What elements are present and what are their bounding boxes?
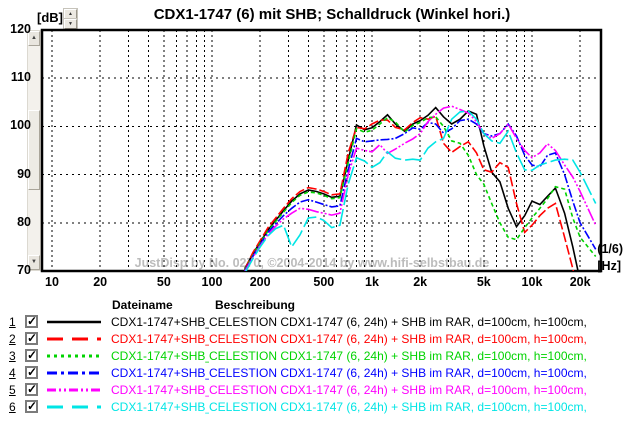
x-tick-label: 10k [521, 275, 543, 289]
x-tick-label: 500 [313, 275, 335, 289]
scrollbar-thumb[interactable] [28, 110, 40, 190]
smoothing-label: (1/6) [597, 242, 623, 256]
legend-description: CELESTION CDX1-1747 (6, 24h) + SHB im RA… [209, 365, 587, 380]
legend-line-sample [47, 405, 101, 408]
legend-filename: CDX1-1747+SHB_ [111, 382, 209, 397]
legend-filename: CDX1-1747+SHB_ [111, 399, 209, 414]
vertical-scrollbar[interactable]: ▲ ▼ [27, 30, 41, 271]
legend-row-number[interactable]: 2 [9, 331, 16, 346]
legend-line-sample [47, 320, 101, 323]
x-tick-label: 100 [201, 275, 223, 289]
y-tick-label: 70 [17, 263, 31, 277]
legend-table: Dateiname Beschreibung 1 ✓ CDX1-1747+SHB… [0, 296, 624, 421]
spin-down-button[interactable]: ▼ [64, 19, 77, 29]
legend-line-sample [47, 371, 101, 374]
legend-row-number[interactable]: 4 [9, 365, 16, 380]
x-tick-label: 1k [365, 275, 379, 289]
scrollbar-track[interactable] [28, 46, 40, 255]
legend-checkbox[interactable]: ✓ [25, 366, 38, 379]
legend-row: 1 ✓ CDX1-1747+SHB_ CELESTION CDX1-1747 (… [0, 313, 624, 330]
legend-header-beschreibung: Beschreibung [215, 298, 296, 312]
x-tick-label: 200 [249, 275, 271, 289]
legend-filename: CDX1-1747+SHB_ [111, 314, 209, 329]
legend-row: 2 ✓ CDX1-1747+SHB_ CELESTION CDX1-1747 (… [0, 330, 624, 347]
watermark-text: JustDisp by No. 0270, ©2004-2014 by www.… [134, 256, 490, 270]
y-tick-label: 110 [10, 70, 31, 85]
y-tick-label: 100 [10, 118, 31, 133]
legend-row: 4 ✓ CDX1-1747+SHB_ CELESTION CDX1-1747 (… [0, 364, 624, 381]
legend-filename: CDX1-1747+SHB_ [111, 348, 209, 363]
legend-description: CELESTION CDX1-1747 (6, 24h) + SHB im RA… [209, 314, 587, 329]
series-line-2 [243, 115, 575, 271]
legend-line-sample [47, 337, 101, 340]
x-tick-label: 50 [156, 275, 171, 289]
db-axis-unit-label: [dB] [37, 10, 63, 25]
series-line-3 [244, 115, 597, 271]
y-tick-label: 90 [17, 166, 31, 181]
series-line-6 [245, 110, 597, 271]
legend-row: 6 ✓ CDX1-1747+SHB_ CELESTION CDX1-1747 (… [0, 398, 624, 415]
x-tick-label: 2k [413, 275, 428, 289]
legend-row-number[interactable]: 1 [9, 314, 16, 329]
legend-filename: CDX1-1747+SHB_ [111, 331, 209, 346]
scroll-up-button[interactable]: ▲ [28, 31, 40, 46]
legend-header-dateiname: Dateiname [112, 298, 173, 312]
legend-description: CELESTION CDX1-1747 (6, 24h) + SHB im RA… [209, 382, 587, 397]
legend-checkbox[interactable]: ✓ [25, 332, 38, 345]
series-line-1 [244, 106, 579, 271]
spin-up-button[interactable]: ▲ [64, 9, 77, 19]
legend-checkbox[interactable]: ✓ [25, 315, 38, 328]
legend-description: CELESTION CDX1-1747 (6, 24h) + SHB im RA… [209, 331, 587, 346]
series-line-5 [244, 105, 597, 271]
legend-checkbox[interactable]: ✓ [25, 400, 38, 413]
y-tick-label: 80 [17, 214, 31, 229]
frequency-response-plot [40, 28, 603, 273]
chart-title: CDX1-1747 (6) mit SHB; Schalldruck (Wink… [153, 6, 511, 23]
db-spinner[interactable]: ▲ ▼ [64, 9, 77, 29]
series-line-4 [244, 118, 597, 271]
legend-line-sample [47, 388, 101, 391]
legend-row-number[interactable]: 5 [9, 382, 16, 397]
legend-row-number[interactable]: 6 [9, 399, 16, 414]
legend-checkbox[interactable]: ✓ [25, 383, 38, 396]
legend-checkbox[interactable]: ✓ [25, 349, 38, 362]
legend-description: CELESTION CDX1-1747 (6, 24h) + SHB im RA… [209, 348, 587, 363]
hz-axis-unit-label: [Hz] [597, 259, 621, 273]
legend-line-sample [47, 354, 101, 357]
legend-filename: CDX1-1747+SHB_ [111, 365, 209, 380]
x-tick-label: 10 [45, 275, 59, 289]
legend-row-number[interactable]: 3 [9, 348, 16, 363]
x-tick-label: 20 [93, 275, 108, 289]
x-tick-label: 20k [569, 275, 591, 289]
y-tick-label: 120 [10, 22, 31, 36]
legend-row: 3 ✓ CDX1-1747+SHB_ CELESTION CDX1-1747 (… [0, 347, 624, 364]
legend-description: CELESTION CDX1-1747 (6, 24h) + SHB im RA… [209, 399, 587, 414]
legend-row: 5 ✓ CDX1-1747+SHB_ CELESTION CDX1-1747 (… [0, 381, 624, 398]
scroll-down-button[interactable]: ▼ [28, 255, 40, 270]
x-tick-label: 5k [476, 275, 491, 289]
chart-panel: CDX1-1747 (6) mit SHB; Schalldruck (Wink… [10, 6, 623, 289]
